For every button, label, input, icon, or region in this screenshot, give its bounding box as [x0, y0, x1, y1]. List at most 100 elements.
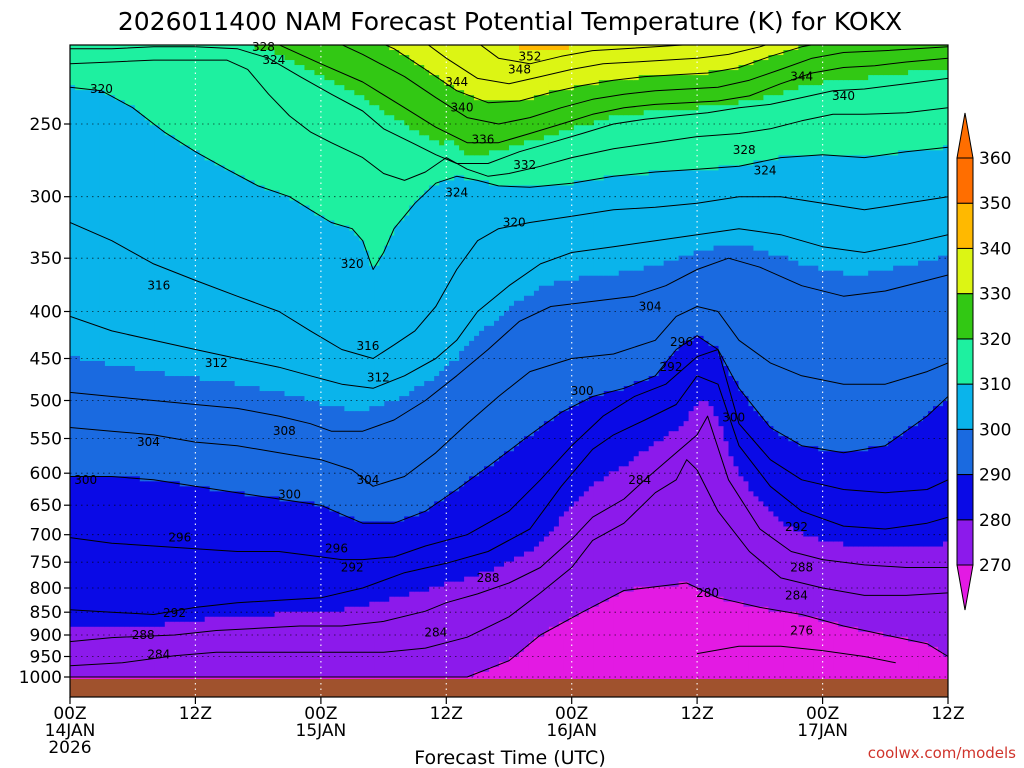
field-cell [349, 45, 355, 91]
field-cell [444, 180, 450, 367]
field-cell [409, 60, 415, 131]
field-cell [249, 386, 256, 497]
field-cell [449, 491, 455, 583]
field-cell [259, 496, 266, 618]
field-cell [588, 180, 595, 277]
field-cell [723, 105, 730, 166]
field-cell [598, 481, 605, 603]
field-cell [908, 150, 914, 267]
field-cell [499, 185, 505, 317]
field-cell [74, 90, 81, 357]
field-cell [663, 260, 670, 362]
field-cell [688, 45, 695, 76]
field-cell [918, 260, 924, 422]
field-cell [698, 250, 705, 337]
field-cell [863, 80, 869, 156]
field-cell [688, 170, 695, 257]
field-cell [928, 150, 934, 262]
field-cell [334, 511, 340, 613]
field-cell [928, 546, 934, 648]
field-cell [798, 446, 804, 533]
isentrope-280 [70, 582, 948, 678]
field-cell [723, 365, 730, 442]
field-cell [858, 546, 864, 633]
field-cell [853, 80, 859, 156]
field-cell [563, 90, 570, 131]
field-cell [434, 185, 440, 377]
x-tick-label: 14JAN [45, 721, 96, 741]
field-cell [184, 45, 191, 146]
field-cell [339, 45, 345, 86]
field-cell [663, 170, 670, 262]
field-cell [189, 45, 196, 151]
field-cell [898, 636, 904, 697]
field-cell [703, 170, 710, 252]
field-cell [553, 45, 560, 51]
field-cell [753, 45, 760, 61]
field-cell [713, 45, 720, 71]
field-cell [753, 250, 760, 412]
field-cell [893, 265, 899, 437]
field-cell [533, 140, 540, 187]
field-cell [808, 536, 814, 618]
field-cell [479, 155, 485, 182]
field-cell [389, 115, 395, 237]
field-cell [289, 45, 296, 61]
field-cell [563, 130, 570, 187]
field-cell [823, 621, 829, 697]
field-cell [219, 616, 226, 678]
field-cell [898, 265, 904, 437]
field-cell [119, 476, 126, 628]
field-cell [194, 486, 201, 623]
field-cell [563, 511, 570, 623]
x-tick-label: 12Z [430, 704, 463, 724]
field-cell [858, 155, 864, 277]
field-cell [628, 461, 635, 593]
colorbar-label: 290 [979, 466, 1011, 486]
field-cell [668, 75, 675, 111]
field-cell [563, 280, 570, 412]
field-cell [264, 45, 271, 51]
field-cell [289, 396, 296, 502]
field-cell [548, 135, 555, 187]
field-cell [568, 90, 575, 131]
field-cell [878, 546, 884, 633]
field-cell [369, 265, 375, 407]
field-cell [893, 546, 899, 638]
field-cell [843, 626, 849, 697]
field-cell [349, 230, 355, 412]
field-cell [259, 50, 266, 187]
chart-title: 2026011400 NAM Forecast Potential Temper… [118, 7, 902, 36]
field-cell [89, 626, 96, 678]
field-cell [129, 45, 136, 106]
field-cell [484, 325, 490, 467]
field-cell [713, 596, 720, 697]
field-cell [379, 521, 385, 603]
field-cell [783, 611, 789, 697]
x-tick-label: 17JAN [797, 721, 848, 741]
field-cell [94, 45, 101, 91]
field-cell [533, 290, 540, 432]
field-cell [893, 75, 899, 156]
field-cell [504, 45, 510, 101]
field-cell [548, 626, 555, 697]
field-cell [618, 466, 625, 593]
x-tick-label: 12Z [680, 704, 713, 724]
field-cell [738, 391, 745, 477]
field-cell [533, 95, 540, 141]
field-cell [304, 401, 311, 502]
field-cell [768, 611, 774, 697]
field-cell [618, 591, 625, 697]
field-cell [284, 45, 291, 61]
field-cell [74, 476, 81, 628]
field-cell [134, 45, 141, 111]
field-cell [803, 616, 809, 697]
field-cell [174, 376, 181, 482]
field-cell [309, 45, 316, 71]
field-cell [668, 586, 675, 697]
field-cell [99, 360, 106, 477]
x-tick-label: 00Z [304, 704, 337, 724]
field-cell [224, 45, 231, 171]
field-cell [518, 185, 525, 302]
field-cell [828, 45, 834, 81]
